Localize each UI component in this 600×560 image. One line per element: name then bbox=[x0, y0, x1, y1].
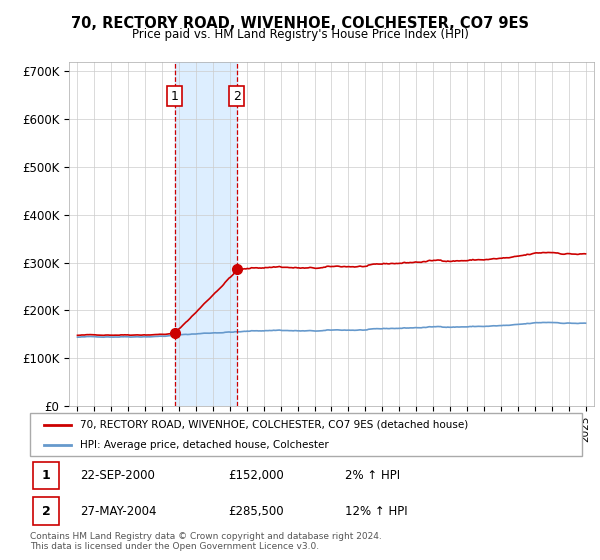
FancyBboxPatch shape bbox=[33, 462, 59, 489]
Text: 1: 1 bbox=[170, 90, 178, 102]
Bar bbox=[175, 62, 236, 406]
Text: 12% ↑ HPI: 12% ↑ HPI bbox=[344, 505, 407, 517]
FancyBboxPatch shape bbox=[33, 497, 59, 525]
Text: 2% ↑ HPI: 2% ↑ HPI bbox=[344, 469, 400, 482]
Text: 22-SEP-2000: 22-SEP-2000 bbox=[80, 469, 155, 482]
Text: 2: 2 bbox=[233, 90, 241, 102]
Text: 70, RECTORY ROAD, WIVENHOE, COLCHESTER, CO7 9ES (detached house): 70, RECTORY ROAD, WIVENHOE, COLCHESTER, … bbox=[80, 419, 468, 430]
Text: £152,000: £152,000 bbox=[229, 469, 284, 482]
Text: £285,500: £285,500 bbox=[229, 505, 284, 517]
Text: Contains HM Land Registry data © Crown copyright and database right 2024.
This d: Contains HM Land Registry data © Crown c… bbox=[30, 532, 382, 552]
Text: 70, RECTORY ROAD, WIVENHOE, COLCHESTER, CO7 9ES: 70, RECTORY ROAD, WIVENHOE, COLCHESTER, … bbox=[71, 16, 529, 31]
Text: 2: 2 bbox=[41, 505, 50, 517]
Text: HPI: Average price, detached house, Colchester: HPI: Average price, detached house, Colc… bbox=[80, 440, 328, 450]
Text: 1: 1 bbox=[41, 469, 50, 482]
Text: Price paid vs. HM Land Registry's House Price Index (HPI): Price paid vs. HM Land Registry's House … bbox=[131, 28, 469, 41]
Text: 27-MAY-2004: 27-MAY-2004 bbox=[80, 505, 156, 517]
FancyBboxPatch shape bbox=[30, 413, 582, 456]
